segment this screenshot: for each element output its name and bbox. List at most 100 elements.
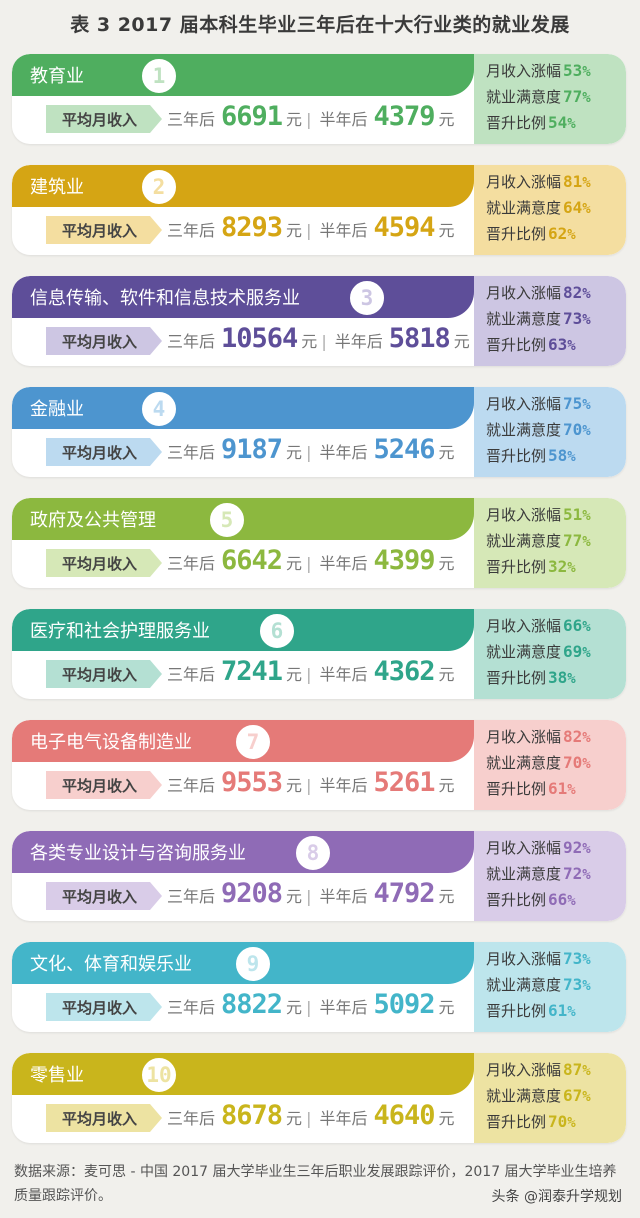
avg-income-label: 平均月收入 — [46, 993, 162, 1021]
three-year-label: 三年后 — [167, 998, 216, 1017]
income-row: 三年后 6691 元 | 半年后 4379 元 — [167, 101, 455, 137]
avg-income-label: 平均月收入 — [46, 216, 162, 244]
avg-income-label: 平均月收入 — [46, 105, 162, 133]
promotion-label: 晋升比例 — [486, 447, 547, 465]
rank-badge: 5 — [208, 501, 246, 539]
industry-name: 电子电气设备制造业 — [30, 732, 192, 753]
promotion-value: 38% — [548, 668, 576, 687]
half-year-label: 半年后 — [319, 998, 368, 1017]
income-growth-value: 73% — [563, 949, 591, 968]
page-title: 表 3 2017 届本科生毕业三年后在十大行业类的就业发展 — [70, 13, 570, 36]
card-header-band — [12, 276, 474, 318]
satisfaction-value: 77% — [563, 531, 591, 550]
industry-card-list: 教育业 1 平均月收入 三年后 6691 元 | 半年后 4379 元 月收入涨… — [12, 54, 626, 1164]
promotion-row: 晋升比例 63% — [486, 334, 626, 360]
industry-card: 各类专业设计与咨询服务业 8 平均月收入 三年后 9208 元 | 半年后 47… — [12, 831, 626, 921]
promotion-row: 晋升比例 61% — [486, 1000, 626, 1026]
three-year-income: 6642 — [221, 545, 283, 576]
satisfaction-row: 就业满意度 67% — [486, 1085, 626, 1111]
income-growth-label: 月收入涨幅 — [486, 1061, 562, 1079]
income-growth-row: 月收入涨幅 87% — [486, 1059, 626, 1085]
separator: | — [321, 332, 327, 351]
promotion-value: 61% — [548, 1001, 576, 1020]
income-row: 三年后 9187 元 | 半年后 5246 元 — [167, 434, 455, 470]
half-year-income: 4379 — [373, 101, 435, 132]
half-year-income: 4594 — [373, 212, 435, 243]
avg-income-label: 平均月收入 — [46, 327, 162, 355]
industry-card: 建筑业 2 平均月收入 三年后 8293 元 | 半年后 4594 元 月收入涨… — [12, 165, 626, 255]
income-row: 三年后 10564 元 | 半年后 5818 元 — [167, 323, 470, 359]
promotion-label: 晋升比例 — [486, 669, 547, 687]
satisfaction-value: 70% — [563, 420, 591, 439]
rank-badge: 7 — [234, 723, 272, 761]
income-growth-value: 87% — [563, 1060, 591, 1079]
promotion-row: 晋升比例 62% — [486, 223, 626, 249]
industry-name: 各类专业设计与咨询服务业 — [30, 843, 246, 864]
income-growth-row: 月收入涨幅 73% — [486, 948, 626, 974]
satisfaction-label: 就业满意度 — [486, 88, 562, 106]
three-year-label: 三年后 — [167, 1109, 216, 1128]
card-header-band — [12, 1053, 474, 1095]
industry-card: 金融业 4 平均月收入 三年后 9187 元 | 半年后 5246 元 月收入涨… — [12, 387, 626, 477]
industry-name: 金融业 — [30, 399, 84, 420]
industry-card: 政府及公共管理 5 平均月收入 三年后 6642 元 | 半年后 4399 元 … — [12, 498, 626, 588]
industry-card: 信息传输、软件和信息技术服务业 3 平均月收入 三年后 10564 元 | 半年… — [12, 276, 626, 366]
card-header-band — [12, 54, 474, 96]
promotion-row: 晋升比例 66% — [486, 889, 626, 915]
separator: | — [306, 554, 312, 573]
avg-income-label: 平均月收入 — [46, 660, 162, 688]
satisfaction-row: 就业满意度 73% — [486, 974, 626, 1000]
stats-panel: 月收入涨幅 92% 就业满意度 72% 晋升比例 66% — [474, 831, 626, 921]
yuan-unit: 元 — [286, 887, 303, 906]
promotion-row: 晋升比例 70% — [486, 1111, 626, 1137]
promotion-row: 晋升比例 54% — [486, 112, 626, 138]
separator: | — [306, 110, 312, 129]
rank-badge: 3 — [348, 279, 386, 317]
yuan-unit: 元 — [286, 221, 303, 240]
income-growth-value: 53% — [563, 61, 591, 80]
separator: | — [306, 443, 312, 462]
yuan-unit: 元 — [438, 110, 455, 129]
three-year-income: 9187 — [221, 434, 283, 465]
half-year-label: 半年后 — [319, 665, 368, 684]
income-growth-row: 月收入涨幅 53% — [486, 60, 626, 86]
income-growth-row: 月收入涨幅 92% — [486, 837, 626, 863]
card-header-band — [12, 165, 474, 207]
promotion-value: 62% — [548, 224, 576, 243]
stats-panel: 月收入涨幅 81% 就业满意度 64% 晋升比例 62% — [474, 165, 626, 255]
half-year-income: 5818 — [388, 323, 451, 354]
income-row: 三年后 8678 元 | 半年后 4640 元 — [167, 1100, 455, 1136]
yuan-unit: 元 — [286, 776, 303, 795]
income-growth-value: 82% — [563, 727, 591, 746]
half-year-label: 半年后 — [334, 332, 383, 351]
promotion-value: 32% — [548, 557, 576, 576]
industry-name: 教育业 — [30, 66, 84, 87]
stats-panel: 月收入涨幅 51% 就业满意度 77% 晋升比例 32% — [474, 498, 626, 588]
satisfaction-label: 就业满意度 — [486, 976, 562, 994]
three-year-label: 三年后 — [167, 887, 216, 906]
income-growth-value: 75% — [563, 394, 591, 413]
promotion-value: 61% — [548, 779, 576, 798]
yuan-unit: 元 — [438, 665, 455, 684]
half-year-label: 半年后 — [319, 443, 368, 462]
separator: | — [306, 665, 312, 684]
promotion-value: 63% — [548, 335, 576, 354]
three-year-label: 三年后 — [167, 110, 216, 129]
yuan-unit: 元 — [438, 776, 455, 795]
stats-panel: 月收入涨幅 82% 就业满意度 73% 晋升比例 63% — [474, 276, 626, 366]
rank-badge: 10 — [140, 1056, 178, 1094]
satisfaction-row: 就业满意度 72% — [486, 863, 626, 889]
income-growth-label: 月收入涨幅 — [486, 950, 562, 968]
three-year-label: 三年后 — [167, 221, 216, 240]
yuan-unit: 元 — [286, 1109, 303, 1128]
industry-card: 零售业 10 平均月收入 三年后 8678 元 | 半年后 4640 元 月收入… — [12, 1053, 626, 1143]
promotion-label: 晋升比例 — [486, 891, 547, 909]
separator: | — [306, 1109, 312, 1128]
half-year-income: 4362 — [373, 656, 435, 687]
half-year-income: 4792 — [373, 878, 435, 909]
promotion-label: 晋升比例 — [486, 114, 547, 132]
income-growth-label: 月收入涨幅 — [486, 62, 562, 80]
income-growth-row: 月收入涨幅 75% — [486, 393, 626, 419]
yuan-unit: 元 — [286, 554, 303, 573]
three-year-income: 9208 — [221, 878, 283, 909]
